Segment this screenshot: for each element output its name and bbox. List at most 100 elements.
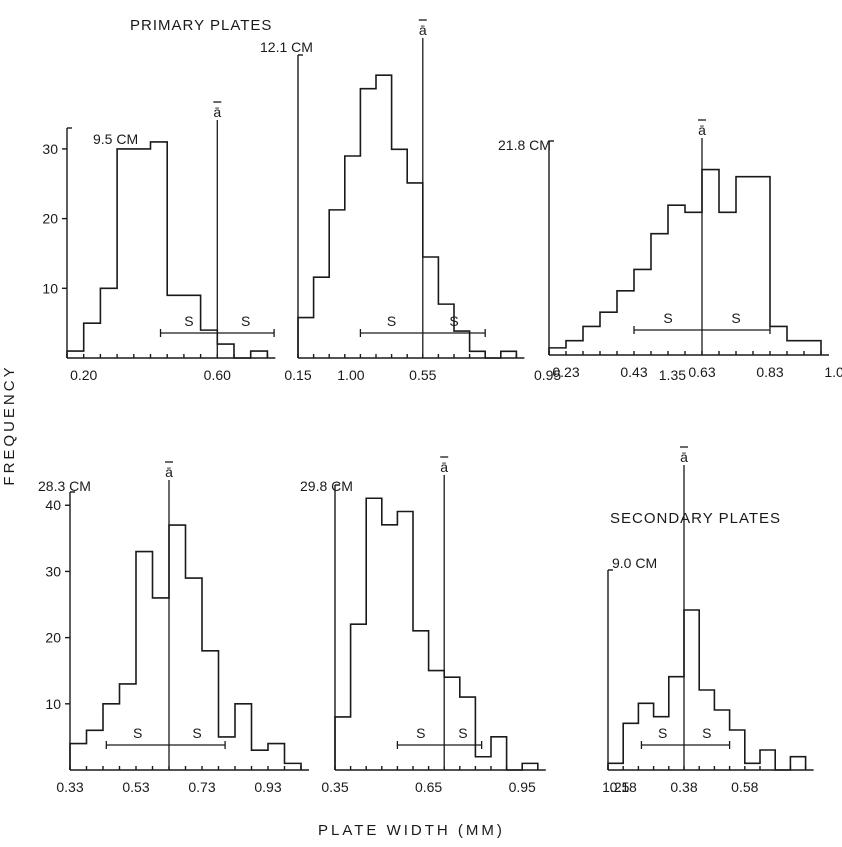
histogram-bar bbox=[70, 744, 87, 770]
histogram-bar bbox=[201, 330, 218, 358]
x-tick-label: 0.93 bbox=[254, 779, 281, 795]
y-tick-label: 40 bbox=[45, 497, 61, 513]
histogram-bar bbox=[454, 331, 470, 358]
histogram-bar bbox=[684, 610, 699, 770]
histogram-bar bbox=[329, 210, 345, 358]
histogram-bar bbox=[84, 323, 101, 358]
histogram-bar bbox=[760, 750, 775, 770]
histogram-bar bbox=[608, 763, 623, 770]
histogram-bar bbox=[235, 704, 252, 770]
mean-label: ā bbox=[440, 459, 448, 475]
x-tick-label: 0.43 bbox=[620, 364, 647, 380]
sd-label-left: S bbox=[387, 313, 396, 329]
histogram-bar bbox=[634, 269, 651, 355]
histogram-bar bbox=[407, 183, 423, 358]
panel-6: 0.18 0.38 0.58 ā S S 9.0 CM bbox=[607, 446, 814, 795]
sd-label-left: S bbox=[416, 725, 425, 741]
histogram-outline bbox=[297, 74, 518, 359]
histogram-bar bbox=[217, 344, 234, 358]
histogram-bar bbox=[335, 717, 351, 770]
histogram-bar bbox=[685, 212, 702, 355]
histogram-bar bbox=[100, 288, 117, 358]
x-tick-label: 0.60 bbox=[204, 367, 231, 383]
sd-label-left: S bbox=[133, 725, 142, 741]
histogram-bar bbox=[268, 744, 285, 770]
panel-label: 29.8 CM bbox=[300, 478, 353, 494]
histogram-bar bbox=[804, 341, 821, 355]
histogram-bar bbox=[314, 277, 330, 358]
x-tick-label: 0.15 bbox=[284, 367, 311, 383]
histogram-bar bbox=[103, 704, 120, 770]
panel-3: 0.23 0.43 0.63 0.83 1.03 ā S S 21.8 CM bbox=[498, 119, 842, 380]
histogram-bar bbox=[745, 763, 760, 770]
histogram-bar bbox=[429, 671, 445, 770]
histogram-outline bbox=[607, 609, 807, 771]
panel-5: 0.35 0.65 0.95 1.25 ā S S 29.8 CM bbox=[300, 456, 630, 795]
x-tick-label: 0.18 bbox=[610, 779, 637, 795]
histogram-bar bbox=[67, 351, 84, 358]
x-tick-label: 0.38 bbox=[670, 779, 697, 795]
histogram-bar bbox=[651, 234, 668, 355]
mean-label: ā bbox=[680, 449, 688, 465]
sd-label-right: S bbox=[241, 313, 250, 329]
mean-label: ā bbox=[165, 464, 173, 480]
histogram-bar bbox=[475, 757, 491, 770]
y-tick-label: 10 bbox=[45, 696, 61, 712]
histogram-bar bbox=[423, 257, 439, 358]
x-tick-label: 0.83 bbox=[756, 364, 783, 380]
x-tick-label: 0.23 bbox=[552, 364, 579, 380]
histogram-outline bbox=[66, 141, 269, 359]
panel-label: 9.0 CM bbox=[612, 555, 657, 571]
panel-label: 12.1 CM bbox=[260, 39, 313, 55]
histogram-bar bbox=[382, 525, 398, 770]
histogram-bar bbox=[638, 703, 653, 770]
sd-label-left: S bbox=[184, 313, 193, 329]
histogram-bar bbox=[583, 326, 600, 355]
panel-1: 10 20 30 0.20 0.60 1.00 ā S S 9.5 CM bbox=[42, 101, 365, 383]
sd-label-right: S bbox=[192, 725, 201, 741]
x-tick-label: 0.55 bbox=[409, 367, 436, 383]
sd-label-left: S bbox=[658, 725, 667, 741]
histogram-bar bbox=[360, 89, 376, 358]
histogram-bar bbox=[413, 631, 429, 770]
histogram-bar bbox=[444, 677, 460, 770]
mean-label: ā bbox=[698, 122, 706, 138]
y-axis-label: FREQUENCY bbox=[1, 364, 18, 485]
histogram-bar bbox=[501, 351, 517, 358]
x-tick-label: 0.65 bbox=[415, 779, 442, 795]
y-tick-label: 30 bbox=[42, 141, 58, 157]
histogram-bar bbox=[787, 341, 804, 355]
x-tick-label: 0.58 bbox=[731, 779, 758, 795]
y-tick-label: 20 bbox=[42, 211, 58, 227]
panel-label: 9.5 CM bbox=[93, 131, 138, 147]
histogram-bar bbox=[252, 750, 269, 770]
histogram-bar bbox=[87, 730, 104, 770]
histogram-bar bbox=[397, 512, 413, 770]
histogram-bar bbox=[600, 312, 617, 355]
histogram-bar bbox=[169, 525, 186, 770]
histogram-bar bbox=[566, 341, 583, 355]
mean-label: ā bbox=[419, 22, 427, 38]
histogram-bar bbox=[186, 578, 203, 770]
histogram-bar bbox=[790, 757, 805, 770]
histogram-outline bbox=[69, 524, 302, 770]
histogram-bar bbox=[351, 624, 367, 770]
histogram-bar bbox=[753, 177, 770, 355]
x-tick-label: 0.63 bbox=[688, 364, 715, 380]
x-tick-label: 0.20 bbox=[70, 367, 97, 383]
histogram-bar bbox=[617, 291, 634, 355]
histogram-bar bbox=[366, 498, 382, 770]
histogram-bar bbox=[251, 351, 268, 358]
histogram-bar bbox=[298, 318, 314, 358]
panel-label: 28.3 CM bbox=[38, 478, 91, 494]
histogram-bar bbox=[134, 149, 151, 358]
primary-plates-title: PRIMARY PLATES bbox=[130, 17, 272, 34]
histogram-bar bbox=[153, 598, 170, 770]
x-tick-label: 0.53 bbox=[122, 779, 149, 795]
x-tick-label: 0.95 bbox=[534, 367, 561, 383]
y-tick-label: 30 bbox=[45, 563, 61, 579]
y-tick-label: 20 bbox=[45, 630, 61, 646]
x-tick-label: 0.35 bbox=[321, 779, 348, 795]
secondary-plates-title: SECONDARY PLATES bbox=[610, 510, 781, 527]
